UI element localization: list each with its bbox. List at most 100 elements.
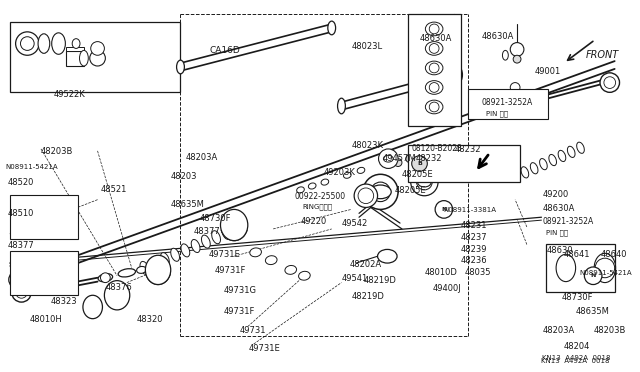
Text: 48630A: 48630A [543, 203, 575, 212]
Bar [10, 251, 78, 295]
Text: 48231: 48231 [461, 221, 487, 230]
Circle shape [600, 73, 620, 92]
Text: 48377: 48377 [193, 227, 220, 236]
Text: 48204: 48204 [564, 342, 590, 351]
Text: 49220: 49220 [301, 217, 327, 226]
Ellipse shape [426, 100, 443, 114]
Circle shape [417, 151, 426, 159]
Bar [10, 22, 180, 92]
Circle shape [435, 201, 452, 218]
Text: 48521: 48521 [100, 185, 127, 194]
Circle shape [358, 188, 374, 203]
Ellipse shape [104, 280, 130, 310]
Circle shape [363, 174, 398, 209]
Ellipse shape [584, 253, 611, 287]
Text: 08120-B2028: 08120-B2028 [412, 144, 463, 153]
Circle shape [12, 283, 31, 302]
Text: 48202A: 48202A [349, 260, 381, 269]
Ellipse shape [337, 98, 346, 114]
Text: 48203B: 48203B [41, 147, 74, 156]
Circle shape [430, 51, 444, 65]
Text: 48630: 48630 [547, 247, 573, 256]
Text: 48320: 48320 [136, 315, 163, 324]
Text: 48203: 48203 [171, 172, 197, 181]
Text: 08921-3252A: 08921-3252A [543, 217, 594, 226]
Circle shape [394, 159, 402, 167]
Text: 48205E: 48205E [402, 170, 433, 179]
Ellipse shape [222, 226, 231, 239]
Circle shape [430, 27, 444, 41]
Text: 49203K: 49203K [324, 169, 356, 177]
Text: 48520: 48520 [8, 178, 34, 187]
Ellipse shape [588, 256, 607, 283]
Circle shape [417, 174, 432, 190]
Text: N: N [441, 207, 447, 212]
Text: PIN ピン: PIN ピン [547, 229, 568, 235]
Text: 48219D: 48219D [364, 276, 397, 285]
Circle shape [91, 42, 104, 55]
Text: 00922-25500: 00922-25500 [294, 192, 346, 201]
Circle shape [411, 169, 438, 196]
Circle shape [510, 83, 520, 92]
Circle shape [589, 262, 605, 278]
Bar [67, 51, 84, 66]
Circle shape [513, 55, 521, 63]
Ellipse shape [426, 81, 443, 94]
Text: 48237: 48237 [461, 233, 487, 242]
Text: 49400J: 49400J [432, 283, 461, 292]
Circle shape [430, 39, 444, 52]
Text: 49200: 49200 [543, 190, 569, 199]
Text: 48730F: 48730F [562, 293, 593, 302]
Text: 48630A: 48630A [419, 34, 452, 43]
Text: CA16D: CA16D [210, 45, 241, 55]
Ellipse shape [426, 22, 443, 36]
Circle shape [20, 37, 34, 50]
Ellipse shape [266, 256, 277, 264]
Text: KN13  A492A  0018: KN13 A492A 0018 [543, 355, 611, 361]
Text: PIN ピン: PIN ピン [486, 110, 508, 116]
Ellipse shape [221, 209, 248, 241]
Text: 49731E: 49731E [249, 344, 280, 353]
Ellipse shape [577, 142, 584, 153]
Ellipse shape [161, 253, 169, 266]
Ellipse shape [52, 33, 65, 54]
Circle shape [584, 267, 602, 285]
Circle shape [371, 182, 390, 202]
Text: 49457M: 49457M [383, 154, 416, 163]
Ellipse shape [98, 274, 113, 282]
Text: 49522K: 49522K [54, 90, 85, 99]
Ellipse shape [344, 172, 351, 178]
Ellipse shape [250, 248, 261, 257]
Bar [468, 89, 548, 119]
Ellipse shape [297, 187, 304, 193]
Text: 48023L: 48023L [351, 42, 382, 51]
Ellipse shape [556, 254, 575, 282]
Text: KN13  A492A  0018: KN13 A492A 0018 [541, 358, 610, 364]
Circle shape [510, 42, 524, 56]
Bar [547, 244, 614, 292]
Text: 48376: 48376 [106, 283, 132, 292]
Text: 49542: 49542 [342, 219, 368, 228]
Circle shape [595, 258, 614, 278]
Circle shape [100, 273, 110, 283]
Text: B: B [417, 161, 422, 166]
Text: 48730F: 48730F [200, 214, 232, 223]
Ellipse shape [426, 42, 443, 55]
Text: 49541: 49541 [342, 274, 368, 283]
Ellipse shape [531, 163, 538, 174]
Text: 48219D: 48219D [351, 292, 384, 301]
Ellipse shape [513, 97, 531, 105]
Bar [10, 195, 78, 239]
Text: N: N [15, 277, 20, 283]
Ellipse shape [191, 240, 200, 253]
Text: 48630A: 48630A [482, 32, 515, 41]
Circle shape [15, 32, 39, 55]
Circle shape [604, 77, 616, 89]
Ellipse shape [38, 34, 50, 53]
Circle shape [15, 286, 28, 298]
Ellipse shape [426, 61, 443, 75]
Circle shape [429, 147, 437, 155]
Ellipse shape [454, 67, 463, 83]
Text: N: N [591, 273, 596, 278]
Ellipse shape [321, 179, 329, 185]
